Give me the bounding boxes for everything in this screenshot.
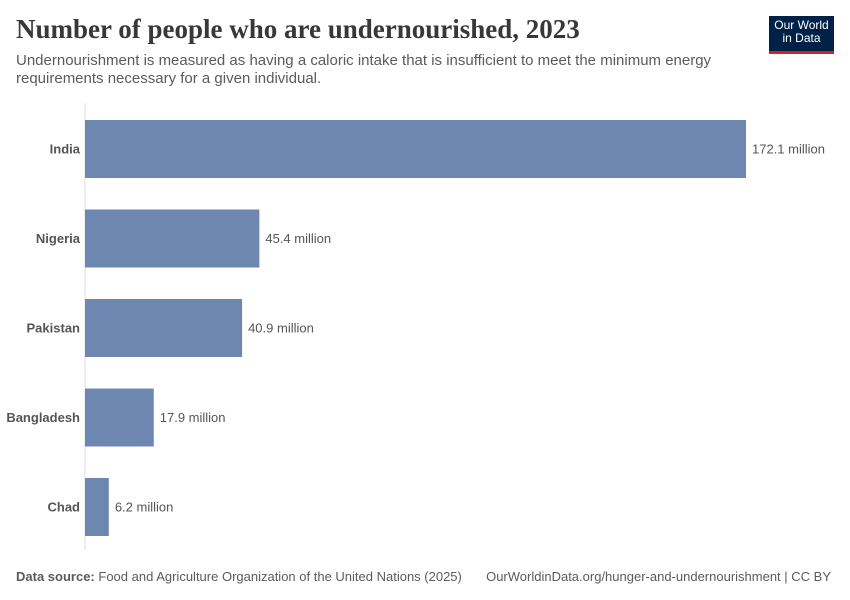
category-label: Pakistan <box>27 320 81 335</box>
url[interactable]: OurWorldinData.org/hunger-and-undernouri… <box>486 569 831 584</box>
category-label: India <box>50 141 81 156</box>
source: Data source: Food and Agriculture Organi… <box>16 569 462 584</box>
source-text: Food and Agriculture Organization of the… <box>98 569 462 584</box>
chart-subtitle: Undernourishment is measured as having a… <box>16 52 712 87</box>
value-label: 40.9 million <box>248 320 314 335</box>
chart-title: Number of people who are undernourished,… <box>16 14 580 44</box>
value-label: 172.1 million <box>752 141 825 156</box>
bar <box>85 478 109 536</box>
bar <box>85 299 243 357</box>
logo[interactable]: Our World in Data <box>769 16 834 54</box>
source-label: Data source: <box>16 569 95 584</box>
value-label: 17.9 million <box>160 410 226 425</box>
bar <box>85 209 260 268</box>
bar <box>85 388 154 447</box>
value-label: 45.4 million <box>265 231 331 246</box>
logo-line: in Data <box>782 31 821 45</box>
category-label: Nigeria <box>36 231 81 246</box>
logo-line: Our World <box>774 18 829 32</box>
category-label: Chad <box>48 499 81 514</box>
value-label: 6.2 million <box>115 499 174 514</box>
category-label: Bangladesh <box>6 410 80 425</box>
bar <box>85 120 746 178</box>
